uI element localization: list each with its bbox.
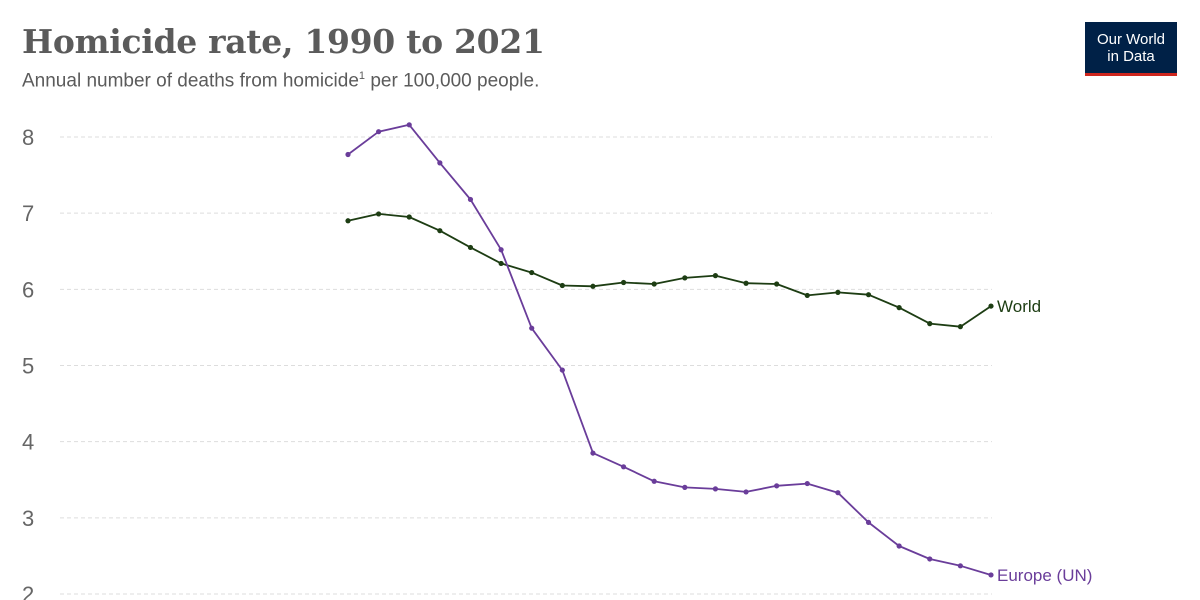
data-point: [957, 324, 963, 330]
data-point: [590, 283, 596, 289]
data-point: [865, 292, 872, 298]
data-point: [988, 572, 994, 578]
data-point: [774, 281, 780, 287]
data-point: [712, 486, 719, 492]
series-label: Europe (UN): [997, 566, 1092, 585]
data-point: [804, 292, 810, 299]
data-point: [835, 289, 841, 295]
data-point: [345, 218, 351, 224]
data-point: [376, 211, 382, 217]
y-tick-label: 6: [22, 277, 34, 302]
y-tick-label: 3: [22, 506, 34, 531]
data-point: [927, 556, 933, 562]
data-point: [345, 151, 351, 158]
logo-line-2: in Data: [1107, 47, 1155, 65]
data-point: [927, 321, 933, 327]
y-tick-label: 7: [22, 201, 34, 226]
data-point: [804, 480, 810, 487]
data-point: [406, 122, 412, 128]
series-label: World: [997, 297, 1041, 316]
data-point: [406, 214, 412, 220]
data-point: [376, 129, 382, 135]
y-tick-label: 8: [22, 125, 34, 150]
data-point: [896, 305, 902, 311]
series-line-1: [347, 123, 992, 576]
data-point: [651, 281, 657, 287]
data-point: [957, 563, 963, 569]
data-point: [559, 367, 565, 373]
y-tick-label: 4: [22, 430, 34, 455]
data-point: [682, 484, 688, 490]
data-point: [651, 478, 657, 484]
data-point: [743, 489, 749, 495]
data-point: [498, 260, 504, 267]
logo-line-1: Our World: [1096, 30, 1166, 48]
data-point: [590, 450, 596, 456]
data-point: [620, 464, 627, 470]
series-line-0: [347, 213, 992, 328]
y-tick-label: 2: [22, 582, 34, 600]
y-tick-label: 5: [22, 354, 34, 379]
data-point: [529, 269, 535, 276]
data-point: [774, 483, 780, 489]
data-point: [682, 275, 688, 281]
data-point: [437, 160, 443, 166]
chart-subtitle: Annual number of deaths from homicide1 p…: [22, 70, 539, 92]
chart-title: Homicide rate, 1990 to 2021: [22, 22, 545, 61]
data-point: [988, 303, 994, 309]
data-point: [835, 490, 841, 496]
data-point: [467, 244, 474, 251]
data-point: [467, 196, 474, 203]
data-point: [559, 282, 565, 289]
data-point: [865, 519, 872, 526]
subtitle-rest: per 100,000 people.: [365, 70, 540, 92]
footnote-marker[interactable]: 1: [358, 70, 366, 82]
subtitle-text: Annual number of deaths from homicide: [22, 70, 359, 92]
owid-logo[interactable]: Our World in Data: [1085, 22, 1177, 76]
data-point: [896, 543, 902, 549]
data-point: [620, 279, 627, 286]
data-point: [529, 325, 535, 331]
data-point: [712, 273, 719, 279]
data-point: [437, 228, 443, 234]
data-point: [498, 247, 504, 253]
data-point: [743, 280, 749, 286]
